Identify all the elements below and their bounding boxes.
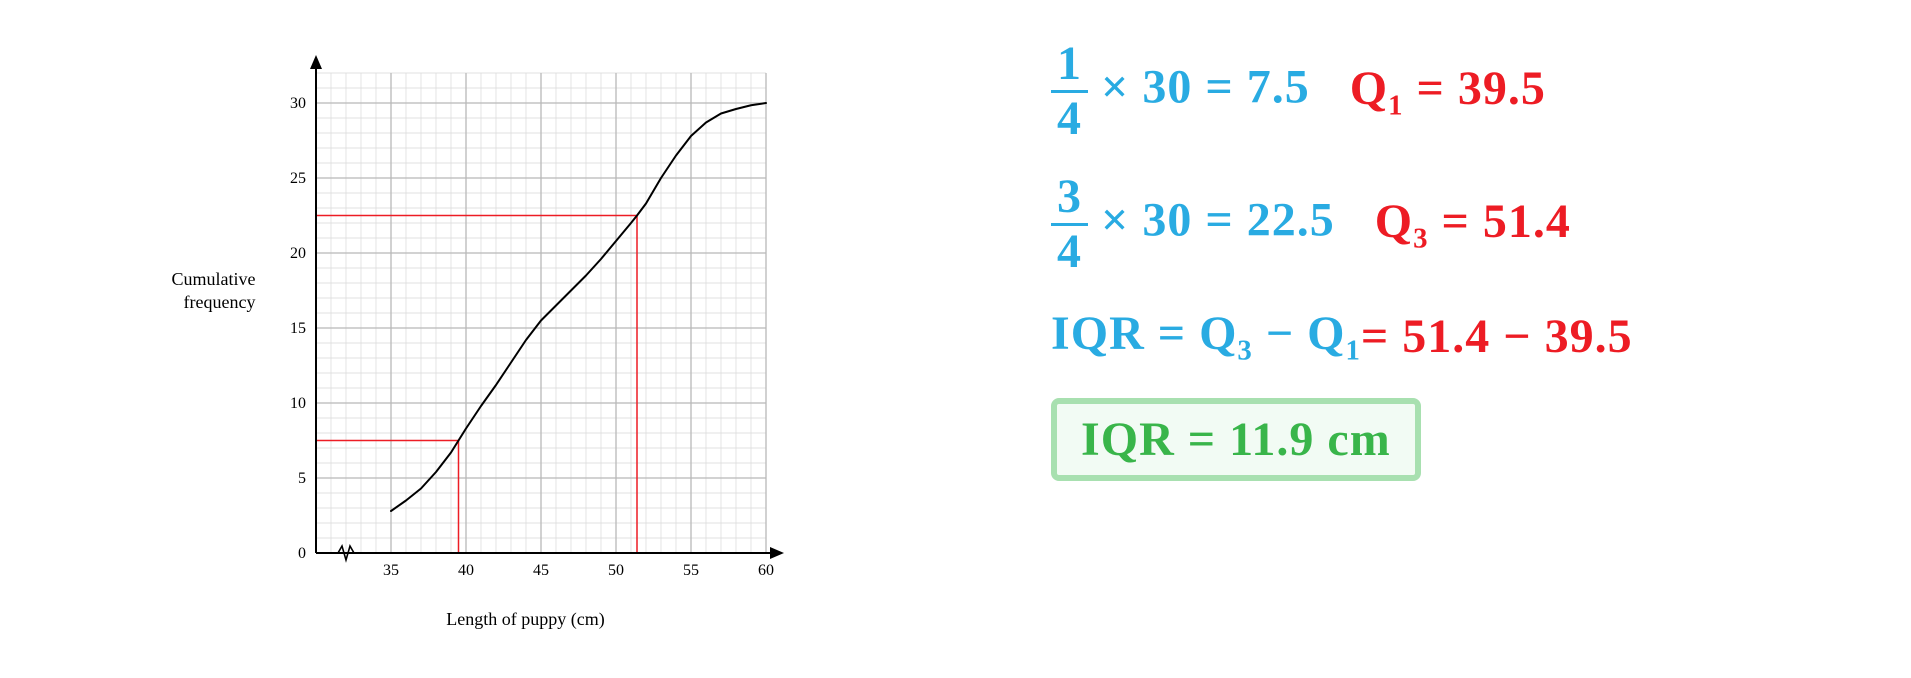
iqr-answer: IQR = 11.9 cm bbox=[1081, 413, 1391, 466]
svg-text:10: 10 bbox=[290, 395, 306, 412]
iqr-substitution: = 51.4 − 39.5 bbox=[1361, 309, 1633, 364]
svg-text:25: 25 bbox=[290, 170, 306, 187]
svg-text:35: 35 bbox=[383, 562, 399, 579]
answer-box: IQR = 11.9 cm bbox=[1051, 398, 1421, 481]
line-iqr-answer: IQR = 11.9 cm bbox=[1051, 398, 1891, 481]
svg-text:20: 20 bbox=[290, 245, 306, 262]
svg-text:5: 5 bbox=[298, 470, 306, 487]
svg-text:60: 60 bbox=[758, 562, 774, 579]
line-q1-calc: 14 × 30 = 7.5 Q1 = 39.5 bbox=[1051, 40, 1891, 143]
svg-text:0: 0 bbox=[298, 545, 306, 562]
q3-value: Q3 = 51.4 bbox=[1375, 194, 1571, 256]
svg-text:30: 30 bbox=[290, 95, 306, 112]
q1-value: Q1 = 39.5 bbox=[1350, 61, 1546, 123]
chart-container: Cumulative frequency 35 40 45 50 55 60 0 5 10 15 2… bbox=[0, 0, 1051, 678]
q3-fraction-calc: 34 × 30 = 22.5 bbox=[1051, 173, 1335, 276]
y-axis-label: Cumulative frequency bbox=[146, 268, 256, 315]
svg-text:45: 45 bbox=[533, 562, 549, 579]
q1-fraction-calc: 14 × 30 = 7.5 bbox=[1051, 40, 1310, 143]
line-q3-calc: 34 × 30 = 22.5 Q3 = 51.4 bbox=[1051, 173, 1891, 276]
svg-text:15: 15 bbox=[290, 320, 306, 337]
cumulative-frequency-chart: 35 40 45 50 55 60 0 5 10 15 20 25 30 bbox=[266, 48, 786, 598]
x-axis-label: Length of puppy (cm) bbox=[266, 609, 786, 630]
line-iqr-formula: IQR = Q3 − Q1 = 51.4 − 39.5 bbox=[1051, 306, 1891, 368]
svg-text:50: 50 bbox=[608, 562, 624, 579]
workings-panel: 14 × 30 = 7.5 Q1 = 39.5 34 × 30 = 22.5 Q… bbox=[1051, 0, 1911, 678]
svg-text:40: 40 bbox=[458, 562, 474, 579]
svg-text:55: 55 bbox=[683, 562, 699, 579]
iqr-formula: IQR = Q3 − Q1 bbox=[1051, 306, 1361, 368]
